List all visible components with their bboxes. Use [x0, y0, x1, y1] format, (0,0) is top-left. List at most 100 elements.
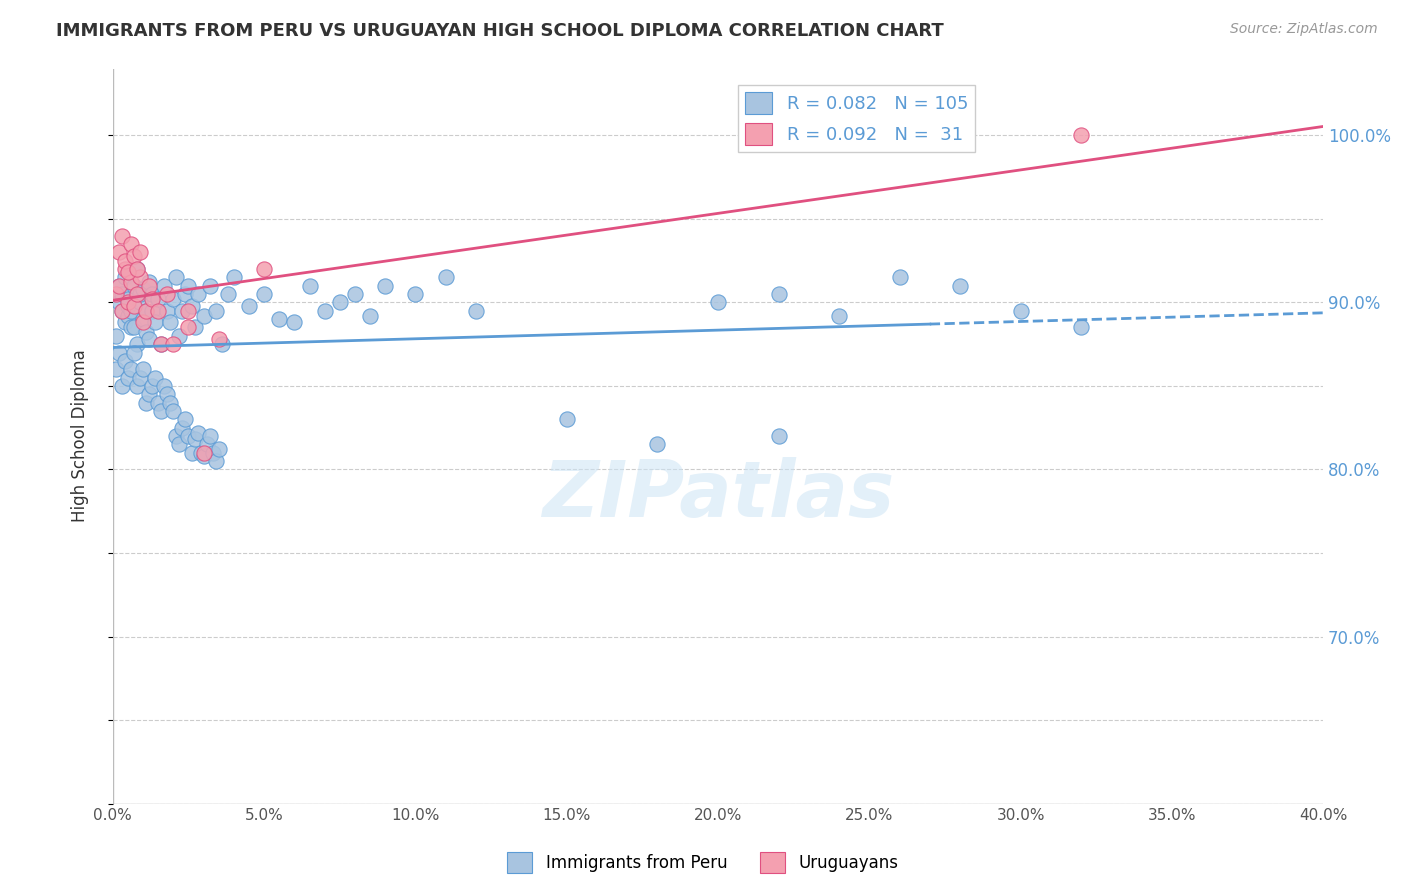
Point [359, 309, 381, 323]
Point [132, 282, 155, 296]
Point [122, 249, 145, 263]
Point [104, 287, 127, 301]
Point [132, 362, 155, 376]
Point [555, 412, 578, 426]
Point [111, 379, 134, 393]
Point [141, 303, 163, 318]
Point [125, 262, 148, 277]
Point [217, 287, 239, 301]
Point [269, 312, 291, 326]
Point [120, 362, 142, 376]
Point [172, 303, 194, 318]
Point [174, 412, 197, 426]
Point [138, 276, 160, 290]
Point [108, 278, 131, 293]
Point [193, 446, 215, 460]
Point [165, 429, 187, 443]
Point [156, 387, 179, 401]
Point [211, 337, 233, 351]
Point [104, 362, 127, 376]
Point [117, 295, 139, 310]
Point [208, 332, 231, 346]
Point [177, 429, 200, 443]
Text: IMMIGRANTS FROM PERU VS URUGUAYAN HIGH SCHOOL DIPLOMA CORRELATION CHART: IMMIGRANTS FROM PERU VS URUGUAYAN HIGH S… [56, 22, 943, 40]
Legend: Immigrants from Peru, Uruguayans: Immigrants from Peru, Uruguayans [501, 846, 905, 880]
Point [208, 442, 231, 457]
Point [343, 287, 366, 301]
Point [177, 278, 200, 293]
Point [162, 292, 184, 306]
Point [162, 404, 184, 418]
Point [169, 437, 191, 451]
Point [111, 303, 134, 318]
Point [183, 433, 205, 447]
Point [148, 292, 170, 306]
Point [314, 303, 336, 318]
Point [129, 295, 152, 310]
Point [114, 253, 136, 268]
Point [120, 276, 142, 290]
Point [135, 303, 157, 318]
Point [150, 404, 173, 418]
Y-axis label: High School Diploma: High School Diploma [72, 350, 89, 523]
Point [117, 292, 139, 306]
Point [135, 326, 157, 340]
Point [204, 454, 226, 468]
Point [138, 387, 160, 401]
Point [129, 370, 152, 384]
Point [141, 292, 163, 306]
Point [198, 429, 221, 443]
Point [153, 379, 176, 393]
Point [329, 295, 352, 310]
Point [156, 303, 179, 318]
Point [193, 309, 215, 323]
Point [434, 270, 457, 285]
Legend: R = 0.082   N = 105, R = 0.092   N =  31: R = 0.082 N = 105, R = 0.092 N = 31 [738, 85, 976, 153]
Point [201, 446, 224, 460]
Point [889, 270, 911, 285]
Point [177, 320, 200, 334]
Point [117, 309, 139, 323]
Point [122, 320, 145, 334]
Point [156, 287, 179, 301]
Point [165, 270, 187, 285]
Point [949, 278, 972, 293]
Point [1010, 303, 1032, 318]
Point [104, 328, 127, 343]
Point [159, 395, 181, 409]
Point [190, 446, 212, 460]
Point [238, 299, 260, 313]
Point [108, 345, 131, 359]
Point [114, 354, 136, 368]
Text: Source: ZipAtlas.com: Source: ZipAtlas.com [1230, 22, 1378, 37]
Point [125, 262, 148, 277]
Point [135, 395, 157, 409]
Point [172, 421, 194, 435]
Point [193, 449, 215, 463]
Point [129, 270, 152, 285]
Point [132, 316, 155, 330]
Point [174, 287, 197, 301]
Text: ZIPatlas: ZIPatlas [541, 457, 894, 533]
Point [195, 437, 218, 451]
Point [647, 437, 669, 451]
Point [117, 370, 139, 384]
Point [298, 278, 321, 293]
Point [198, 278, 221, 293]
Point [122, 278, 145, 293]
Point [138, 278, 160, 293]
Point [159, 316, 181, 330]
Point [707, 295, 730, 310]
Point [120, 320, 142, 334]
Point [253, 262, 276, 277]
Point [1070, 320, 1092, 334]
Point [135, 303, 157, 318]
Point [117, 265, 139, 279]
Point [111, 287, 134, 301]
Point [768, 429, 790, 443]
Point [153, 278, 176, 293]
Point [122, 345, 145, 359]
Point [120, 303, 142, 318]
Point [204, 303, 226, 318]
Point [111, 228, 134, 243]
